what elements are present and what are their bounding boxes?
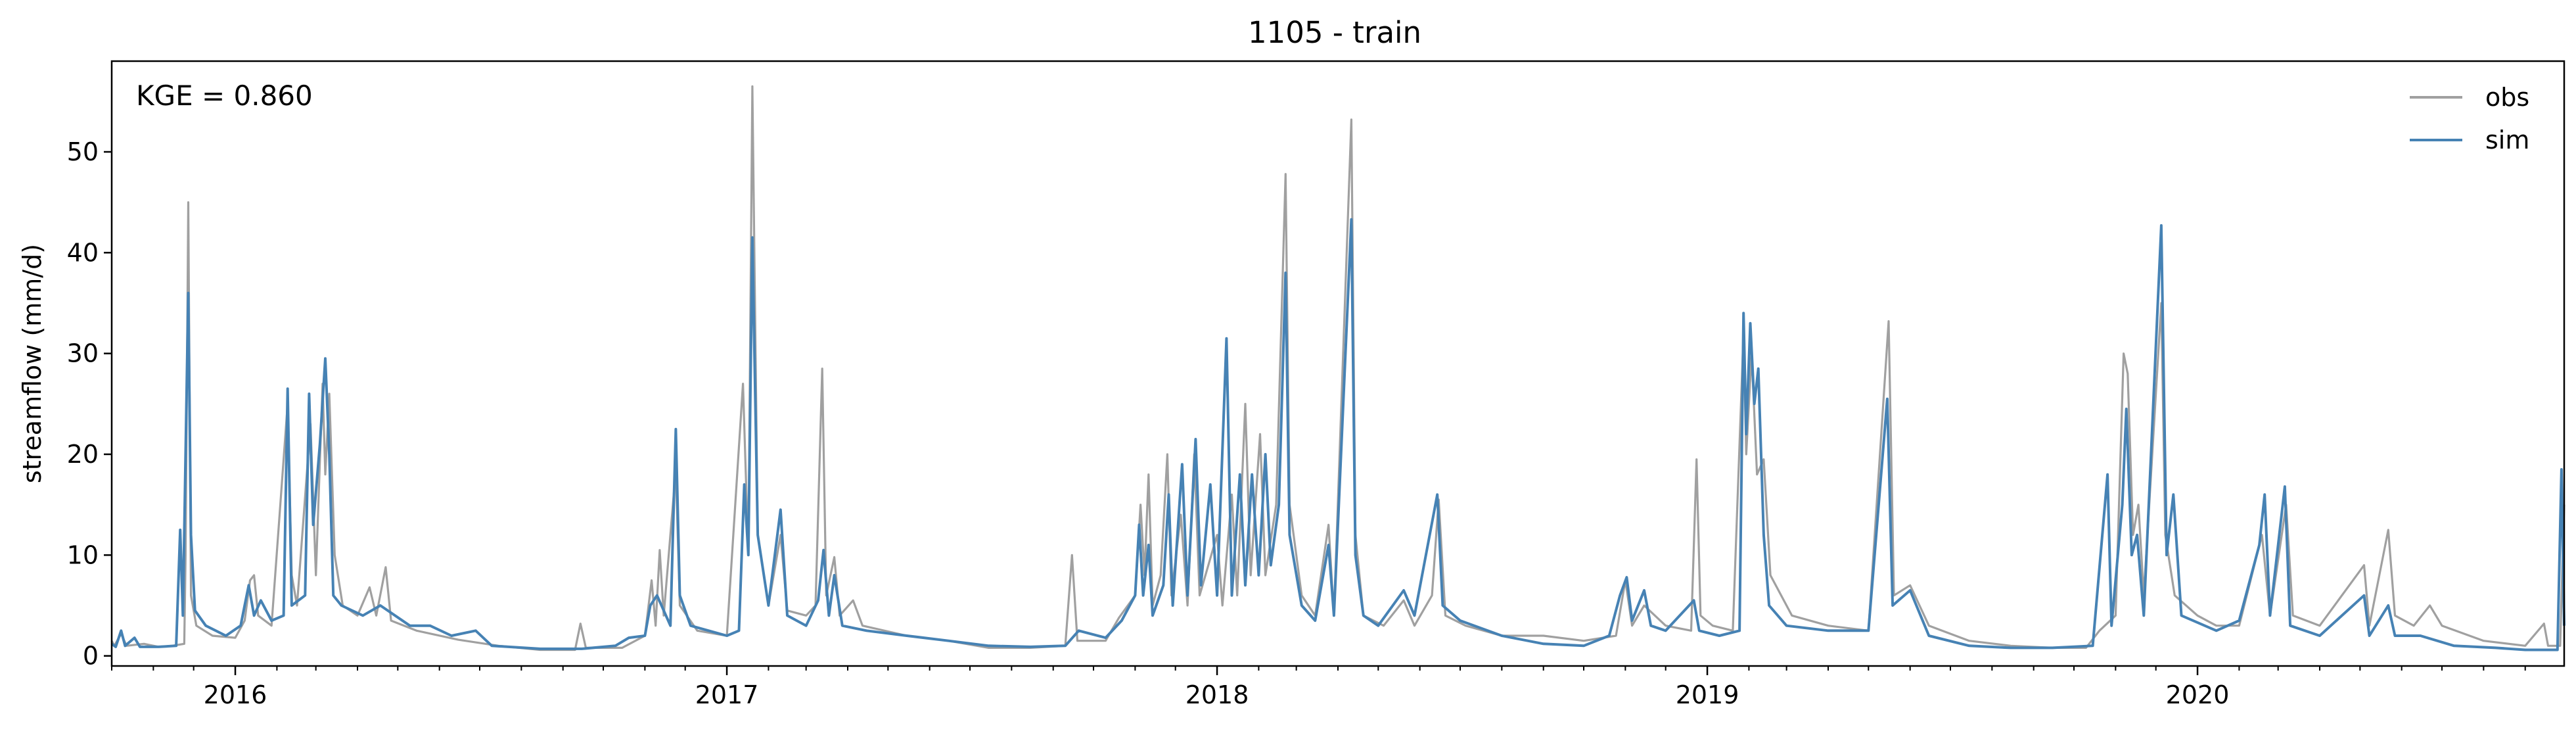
plot-area	[110, 85, 2565, 652]
x-tick-label: 2020	[2166, 680, 2230, 709]
kge-annotation: KGE = 0.860	[136, 80, 313, 112]
x-tick-label: 2016	[204, 680, 267, 709]
x-tick-label: 2017	[695, 680, 759, 709]
axes: 0 10 20 30 40 50 2016 2017 2018 2019 2020	[67, 60, 2565, 709]
legend-label-obs: obs	[2485, 83, 2529, 112]
y-tick-label: 50	[67, 137, 99, 166]
legend: obs sim	[2410, 83, 2529, 154]
series-line-sim	[110, 218, 2565, 652]
y-tick-label: 0	[83, 642, 99, 671]
x-tick-label: 2018	[1185, 680, 1249, 709]
y-tick-label: 10	[67, 540, 99, 569]
y-tick-label: 30	[67, 339, 99, 368]
y-tick-label: 40	[67, 238, 99, 267]
series-line-obs	[110, 85, 2565, 652]
x-tick-label: 2019	[1676, 680, 1739, 709]
y-tick-label: 20	[67, 440, 99, 469]
y-axis-label: streamflow (mm/d)	[18, 244, 47, 483]
legend-label-sim: sim	[2485, 126, 2529, 154]
chart-title: 1105 - train	[1248, 15, 1421, 50]
